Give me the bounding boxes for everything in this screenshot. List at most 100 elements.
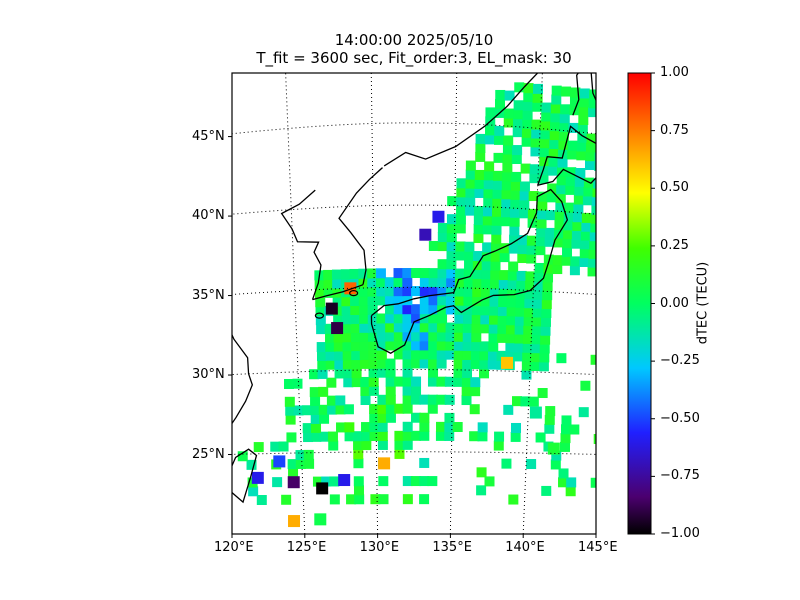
dtec-pixel <box>513 109 524 120</box>
dtec-pixel <box>454 322 465 333</box>
dtec-pixel <box>385 340 396 351</box>
dtec-pixel <box>436 322 447 333</box>
dtec-pixel <box>465 187 476 198</box>
dtec-pixel <box>462 358 473 369</box>
dtec-pixel <box>367 277 378 288</box>
dtec-pixel <box>419 430 430 441</box>
dtec-pixel <box>402 295 413 306</box>
dtec-pixel <box>323 278 334 289</box>
dtec-pixel <box>463 313 474 324</box>
dtec-pixel <box>446 214 457 225</box>
dtec-pixel <box>351 359 362 370</box>
dtec-pixel <box>509 234 520 245</box>
dtec-pixel <box>597 108 607 118</box>
dtec-pixel <box>614 145 624 155</box>
dtec-pixel <box>385 412 396 423</box>
dtec-pixel <box>446 259 457 270</box>
dtec-pixel <box>333 332 344 343</box>
dtec-pixel <box>579 248 590 259</box>
dtec-pixel <box>436 394 447 405</box>
dtec-pixel <box>369 412 380 423</box>
dtec-pixel <box>513 351 524 362</box>
colorbar-tick-label: −0.50 <box>660 410 700 426</box>
lat-tick-label: 30°N <box>192 367 225 383</box>
dtec-pixel <box>437 313 448 324</box>
dtec-pixel <box>499 270 510 281</box>
dtec-pixel <box>411 322 422 333</box>
colorbar-tick-label: −1.00 <box>660 526 700 541</box>
dtec-pixel <box>341 305 352 316</box>
dtec-pixel <box>444 430 455 441</box>
dtec-pixel <box>539 343 550 354</box>
colorbar-tick-label: 0.25 <box>660 237 689 253</box>
dtec-pixel <box>293 405 304 416</box>
dtec-pixel <box>393 340 404 351</box>
dtec-pixel <box>393 295 404 306</box>
dtec-pixel <box>555 193 566 204</box>
dtec-pixel <box>335 404 346 415</box>
dtec-pixel <box>462 331 473 342</box>
dtec-pixel <box>445 349 456 360</box>
dtec-pixel <box>562 238 573 249</box>
dtec-pixel <box>557 157 568 168</box>
dtec-pixel <box>461 395 472 406</box>
dtec-pixel <box>598 99 608 109</box>
dtec-pixel <box>540 129 551 140</box>
dtec-pixel <box>385 403 396 414</box>
dtec-pixel <box>608 233 618 243</box>
dtec-pixel <box>580 239 591 250</box>
dtec-pixel <box>455 214 466 225</box>
dtec-pixel <box>531 119 542 130</box>
dtec-pixel <box>505 333 516 344</box>
dtec-pixel <box>309 387 320 398</box>
dtec-pixel <box>517 235 528 246</box>
dtec-pixel <box>598 249 608 259</box>
dtec-pixel <box>402 268 413 279</box>
dtec-pixel <box>604 153 614 163</box>
lat-tick-label: 25°N <box>192 446 225 462</box>
dtec-pixel <box>500 216 511 227</box>
dtec-pixel <box>590 213 596 224</box>
dtec-pixel <box>302 423 313 434</box>
coastline <box>590 73 596 102</box>
dtec-pixel <box>523 83 534 94</box>
dtec-pixel <box>519 181 530 192</box>
dtec-pixel <box>504 108 515 119</box>
dtec-point <box>378 457 391 470</box>
dtec-pixel <box>523 92 534 103</box>
dtec-pixel <box>427 476 438 487</box>
dtec-pixel <box>511 396 522 407</box>
dtec-pixel <box>545 210 556 221</box>
dtec-pixel <box>615 128 625 138</box>
dtec-pixel <box>554 219 565 230</box>
dtec-pixel <box>393 268 404 279</box>
dtec-pixel <box>446 268 457 279</box>
dtec-pixel <box>411 304 422 315</box>
dtec-pixel <box>549 130 560 141</box>
dtec-pixel <box>384 286 395 297</box>
dtec-pixel <box>542 290 553 301</box>
dtec-pixel <box>437 286 448 297</box>
dtec-pixel <box>606 250 616 260</box>
dtec-pixel <box>303 449 314 460</box>
dtec-pixel <box>501 189 512 200</box>
dtec-pixel <box>324 323 335 334</box>
dtec-pixel <box>350 295 361 306</box>
dtec-pixel <box>508 243 519 254</box>
dtec-pixel <box>385 331 396 342</box>
dtec-pixel <box>454 331 465 342</box>
dtec-pixel <box>385 385 396 396</box>
dtec-pixel <box>481 287 492 298</box>
dtec-pixel <box>546 192 557 203</box>
dtec-pixel <box>576 150 587 161</box>
dtec-pixel <box>569 96 580 107</box>
dtec-pixel <box>526 235 537 246</box>
dtec-pixel <box>540 138 551 149</box>
dtec-pixel <box>543 272 554 283</box>
dtec-pixel <box>402 376 413 387</box>
dtec-pixel <box>511 171 522 182</box>
dtec-pixel <box>552 264 563 275</box>
dtec-pixel <box>384 295 395 306</box>
dtec-pixel <box>329 476 340 487</box>
dtec-pixel <box>332 305 343 316</box>
